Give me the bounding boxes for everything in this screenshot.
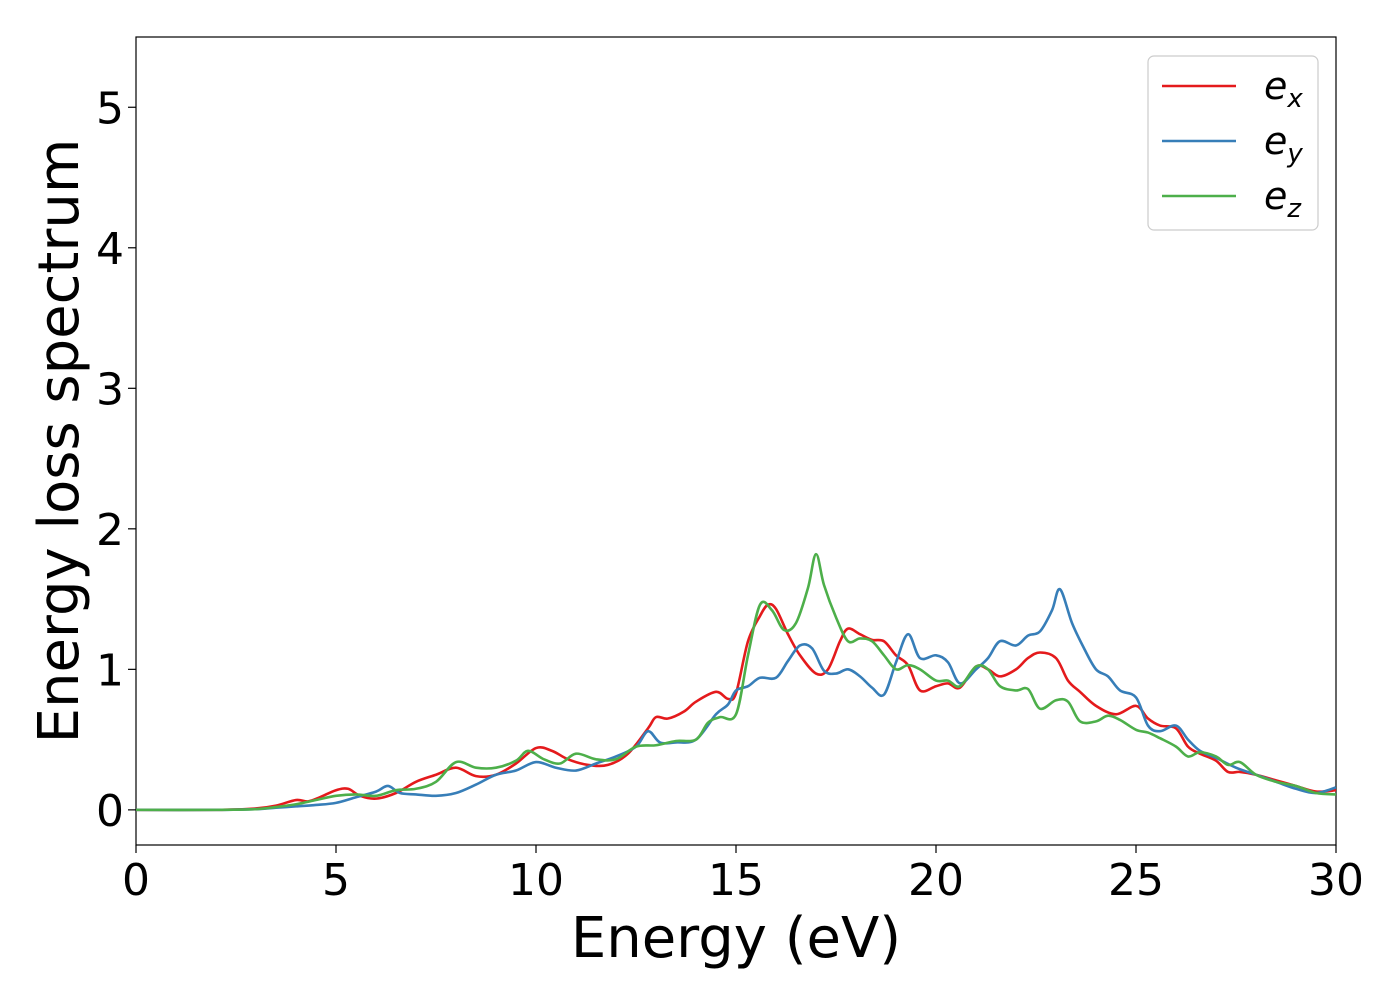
series-line-ey bbox=[136, 587, 1336, 812]
y-tick-label: 5 bbox=[96, 83, 124, 134]
x-tick-label: 20 bbox=[908, 855, 964, 906]
y-tick-label: 4 bbox=[96, 224, 124, 275]
x-tick-label: 15 bbox=[708, 855, 764, 906]
y-tick-label: 0 bbox=[96, 786, 124, 837]
x-tick-label: 5 bbox=[322, 855, 350, 906]
x-axis: 0 5 10 15 20 25 30 bbox=[122, 845, 1364, 906]
x-tick-label: 0 bbox=[122, 855, 150, 906]
x-tick-label: 30 bbox=[1308, 855, 1364, 906]
series-layer bbox=[136, 552, 1336, 812]
legend-label-ez: ez bbox=[1264, 174, 1302, 224]
y-axis: 0 1 2 3 4 5 bbox=[96, 83, 136, 837]
legend-box bbox=[1147, 55, 1319, 231]
y-tick-label: 1 bbox=[96, 645, 124, 696]
x-tick-label: 25 bbox=[1108, 855, 1164, 906]
x-axis-label: Energy (eV) bbox=[571, 906, 901, 971]
y-tick-label: 2 bbox=[96, 505, 124, 556]
series-line-ez bbox=[136, 552, 1336, 812]
series-line-ex bbox=[136, 602, 1336, 812]
x-tick-label: 10 bbox=[508, 855, 564, 906]
y-tick-label: 3 bbox=[96, 364, 124, 415]
y-axis-label: Energy loss spectrum bbox=[27, 139, 92, 744]
